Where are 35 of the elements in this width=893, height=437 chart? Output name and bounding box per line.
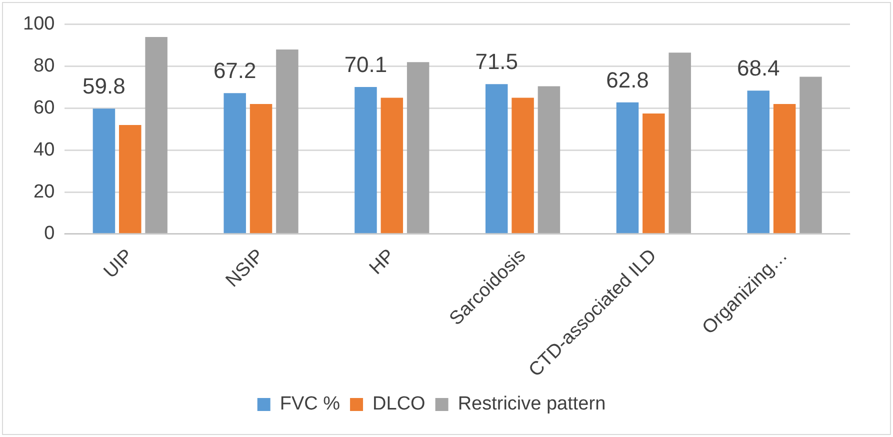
data-label: 68.4 bbox=[736, 56, 780, 81]
y-tick-label: 40 bbox=[34, 139, 55, 160]
bar bbox=[512, 98, 534, 234]
bar bbox=[800, 76, 822, 234]
bar bbox=[642, 113, 665, 234]
y-tick-label: 80 bbox=[34, 56, 55, 77]
bar bbox=[276, 50, 298, 234]
x-tick-label: HP bbox=[366, 245, 400, 279]
bar bbox=[773, 104, 796, 234]
y-tick-label: 20 bbox=[34, 181, 55, 202]
data-label: 71.5 bbox=[475, 49, 518, 74]
bar bbox=[145, 36, 168, 234]
bar bbox=[224, 93, 246, 234]
data-label: 62.8 bbox=[606, 67, 649, 92]
y-tick-label: 60 bbox=[34, 97, 55, 118]
data-label: 70.1 bbox=[344, 52, 388, 78]
data-label: 67.2 bbox=[213, 58, 256, 84]
legend-label: Restricive pattern bbox=[458, 394, 606, 415]
legend-label: FVC % bbox=[280, 394, 340, 415]
bar bbox=[250, 104, 272, 234]
data-label: 59.8 bbox=[82, 74, 126, 99]
legend-label: DLCO bbox=[372, 394, 426, 415]
bar bbox=[380, 98, 404, 234]
y-tick-label: 100 bbox=[23, 14, 55, 35]
bar bbox=[119, 124, 142, 234]
bar bbox=[485, 84, 508, 234]
bar bbox=[92, 108, 116, 234]
bar bbox=[668, 52, 691, 234]
bar bbox=[406, 62, 430, 234]
bar bbox=[747, 90, 770, 234]
bar bbox=[538, 86, 560, 234]
bar bbox=[354, 87, 377, 234]
x-tick-label: UIP bbox=[100, 245, 138, 283]
bar bbox=[616, 102, 639, 234]
y-tick-label: 0 bbox=[44, 223, 55, 244]
